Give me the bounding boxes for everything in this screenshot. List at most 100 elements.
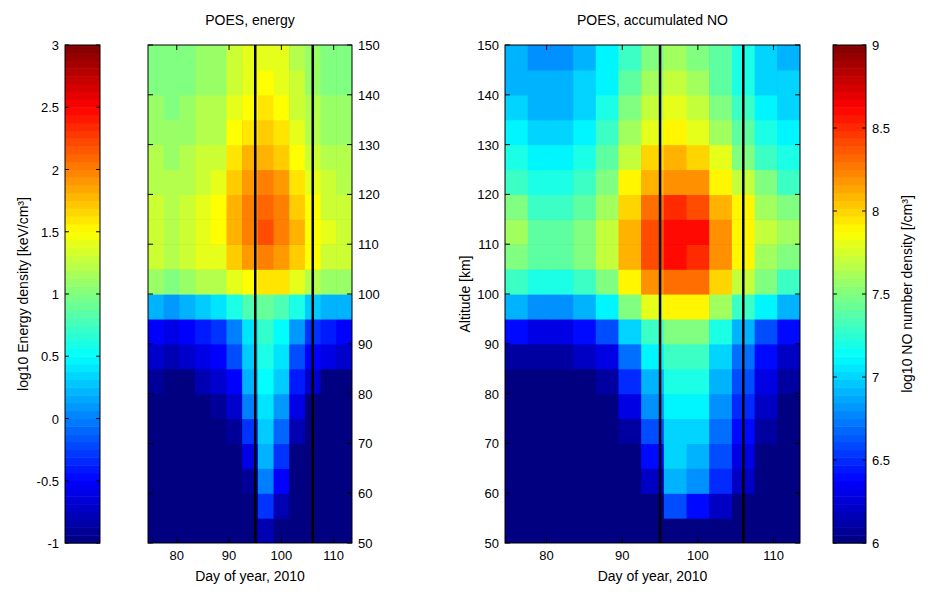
heatmap-cell (664, 244, 687, 270)
heatmap-cell (321, 244, 337, 270)
heatmap-cell (148, 219, 164, 245)
colorbar-tick (833, 128, 837, 129)
heatmap-cell (528, 95, 551, 121)
heatmap-cell (179, 219, 195, 245)
heatmap-cell (777, 394, 800, 420)
heatmap-cell (596, 468, 619, 494)
heatmap-cell (664, 294, 687, 320)
heatmap-cell (550, 120, 573, 146)
heatmap-cell (618, 45, 641, 71)
heatmap-cell (274, 493, 290, 519)
y-tick-label: 70 (358, 436, 372, 451)
heatmap-cell (336, 244, 352, 270)
heatmap-cell (195, 518, 211, 543)
heatmap-cell (274, 170, 290, 196)
colorbar-tick (862, 460, 866, 461)
colorbar-tick-label: 9 (872, 38, 879, 53)
heatmap-cell (289, 319, 305, 345)
y-tick-label: 120 (358, 187, 380, 202)
heatmap-cell (164, 518, 180, 543)
heatmap-cell (226, 194, 242, 220)
heatmap-cell (573, 443, 596, 469)
y-tick (347, 393, 352, 394)
heatmap-cell (687, 419, 710, 445)
heatmap-cell (550, 468, 573, 494)
heatmap-cell (258, 70, 274, 96)
y-tick (795, 144, 800, 145)
heatmap-cell (709, 419, 732, 445)
heatmap-cell (211, 369, 227, 395)
heatmap-cell (179, 170, 195, 196)
heatmap-cell (336, 70, 352, 96)
colorbar-tick (862, 294, 866, 295)
heatmap-cell (148, 70, 164, 96)
heatmap-cell (664, 269, 687, 295)
heatmap-cell (211, 145, 227, 171)
x-tick-label: 80 (539, 548, 553, 563)
panel: 80901001105060708090100110120130140150PO… (457, 12, 915, 584)
heatmap-cell (687, 319, 710, 345)
colorbar-title: log10 Energy density [keV/cm³] (15, 197, 31, 391)
heatmap-cell (618, 145, 641, 171)
heatmap-cell (687, 443, 710, 469)
heatmap-cell (321, 344, 337, 370)
heatmap-cell (164, 394, 180, 420)
colorbar-band (833, 247, 866, 255)
heatmap-cell (211, 443, 227, 469)
figure: 80901001105060708090100110120130140150PO… (0, 0, 928, 598)
heatmap-cell (179, 493, 195, 519)
colorbar-band (833, 504, 866, 512)
heatmap-cell (274, 95, 290, 121)
heatmap-cell (336, 493, 352, 519)
heatmap-cell (211, 244, 227, 270)
y-tick (148, 543, 153, 544)
heatmap-cell (336, 219, 352, 245)
heatmap-cell (709, 45, 732, 71)
heatmap-cell (550, 45, 573, 71)
heatmap-cell (755, 319, 778, 345)
heatmap-cell (195, 70, 211, 96)
heatmap-cell (148, 369, 164, 395)
heatmap-cell (336, 394, 352, 420)
colorbar-band (833, 131, 866, 139)
colorbar-band (65, 442, 100, 450)
heatmap-cell (226, 95, 242, 121)
heatmap-cell (289, 468, 305, 494)
heatmap-cell (148, 493, 164, 519)
heatmap-cell (258, 269, 274, 295)
heatmap-cell (164, 219, 180, 245)
colorbar-band (65, 310, 100, 318)
heatmap-cell (321, 170, 337, 196)
colorbar-tick-label: -1 (47, 536, 59, 551)
heatmap-cell (226, 493, 242, 519)
colorbar-band (65, 504, 100, 512)
colorbar-band (833, 99, 866, 107)
heatmap-cell (596, 419, 619, 445)
heatmap-cell (550, 194, 573, 220)
heatmap-cell (687, 219, 710, 245)
heatmap-cell (528, 518, 551, 543)
colorbar-band (833, 92, 866, 100)
heatmap-cell (148, 394, 164, 420)
heatmap-cell (777, 493, 800, 519)
colorbar-tick-label: 6.5 (872, 453, 890, 468)
colorbar-band (65, 61, 100, 69)
heatmap-cells (148, 45, 352, 543)
heatmap-cell (528, 219, 551, 245)
colorbar-band (65, 170, 100, 178)
heatmap-cell (289, 45, 305, 71)
heatmap-cell (573, 95, 596, 121)
heatmap-cell (274, 244, 290, 270)
heatmap-cell (505, 269, 528, 295)
heatmap-cell (195, 468, 211, 494)
heatmap-cell (336, 120, 352, 146)
heatmap-cell (211, 120, 227, 146)
heatmap-cell (289, 145, 305, 171)
heatmap-cell (596, 219, 619, 245)
colorbar-band (833, 317, 866, 325)
heatmap-cell (289, 344, 305, 370)
y-tick (505, 393, 510, 394)
colorbar-band (65, 372, 100, 380)
heatmap-cell (709, 170, 732, 196)
heatmap-cell (528, 369, 551, 395)
